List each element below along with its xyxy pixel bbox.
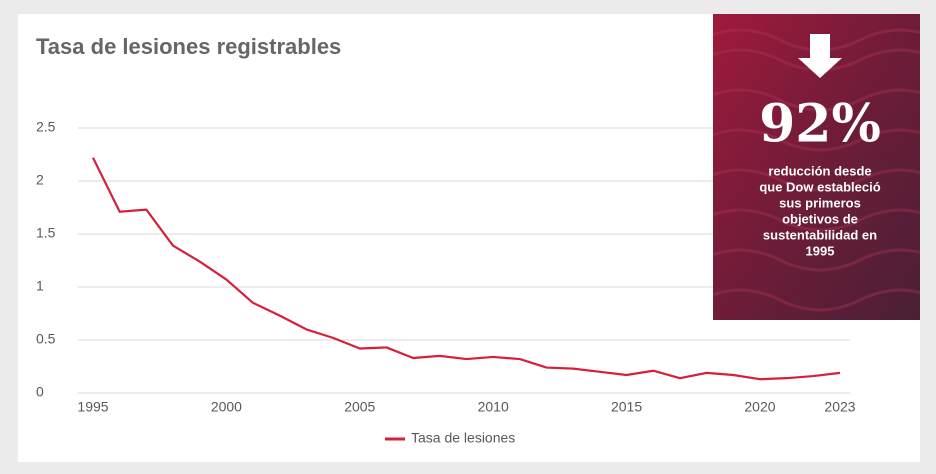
y-tick-label: 2 — [36, 172, 44, 188]
y-tick-label: 1 — [36, 278, 44, 294]
y-tick-label: 0 — [36, 384, 44, 400]
x-tick-label: 2023 — [824, 399, 855, 415]
callout-text: que Dow estableció — [759, 179, 880, 194]
legend-label: Tasa de lesiones — [411, 430, 515, 446]
y-tick-label: 2.5 — [36, 119, 56, 135]
x-tick-label: 2015 — [611, 399, 642, 415]
callout-value: 92% — [759, 94, 881, 155]
y-tick-label: 1.5 — [36, 225, 56, 241]
x-tick-label: 2020 — [744, 399, 775, 415]
page: {"chart_data": {"type": "line", "title":… — [0, 0, 936, 474]
x-tick-label: 2000 — [211, 399, 242, 415]
x-tick-label: 2005 — [344, 399, 375, 415]
callout-text: sus primeros — [779, 195, 861, 210]
callout-text: reducción desde — [768, 163, 871, 178]
chart: Tasa de lesiones registrables 92% reducc… — [0, 0, 936, 474]
y-tick-label: 0.5 — [36, 331, 56, 347]
callout-text: 1995 — [806, 243, 835, 258]
callout-text: sustentabilidad en — [763, 227, 877, 242]
x-tick-label: 2010 — [478, 399, 509, 415]
x-tick-label: 1995 — [77, 399, 108, 415]
callout-text: objetivos de — [782, 211, 858, 226]
chart-title: Tasa de lesiones registrables — [36, 34, 341, 59]
